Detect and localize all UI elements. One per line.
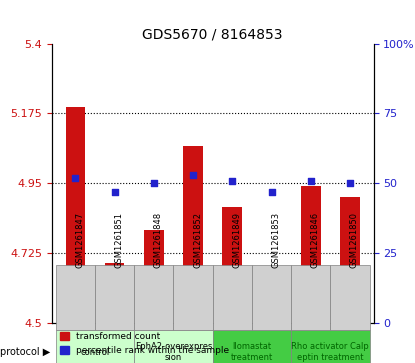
FancyBboxPatch shape [213, 330, 291, 363]
Text: GSM1261852: GSM1261852 [193, 212, 202, 268]
Text: EphA2-overexpres
sion: EphA2-overexpres sion [135, 342, 212, 362]
Text: GSM1261848: GSM1261848 [154, 212, 163, 268]
Bar [222, 207, 242, 323]
FancyBboxPatch shape [252, 265, 291, 330]
FancyBboxPatch shape [134, 265, 173, 330]
FancyBboxPatch shape [213, 265, 252, 330]
Text: GSM1261846: GSM1261846 [311, 212, 320, 268]
Text: GSM1261849: GSM1261849 [232, 212, 241, 268]
Text: GSM1261847: GSM1261847 [76, 212, 84, 268]
Point [72, 175, 79, 181]
Point [190, 172, 196, 178]
Text: control: control [81, 348, 110, 356]
Bar [66, 107, 85, 323]
Bar [301, 187, 320, 323]
Point [268, 189, 275, 195]
FancyBboxPatch shape [134, 330, 213, 363]
Bar [105, 262, 124, 323]
Point [151, 180, 157, 186]
Bar [144, 230, 164, 323]
Legend: transformed count, percentile rank within the sample: transformed count, percentile rank withi… [56, 329, 233, 359]
FancyBboxPatch shape [291, 265, 330, 330]
Text: Rho activator Calp
eptin treatment: Rho activator Calp eptin treatment [291, 342, 369, 362]
FancyBboxPatch shape [95, 265, 134, 330]
FancyBboxPatch shape [173, 265, 213, 330]
Bar [183, 146, 203, 323]
Bar [262, 318, 281, 323]
Point [347, 180, 353, 186]
Text: llomastat
treatment: llomastat treatment [231, 342, 273, 362]
Point [308, 178, 314, 183]
FancyBboxPatch shape [330, 265, 370, 330]
FancyBboxPatch shape [56, 265, 95, 330]
Point [229, 178, 236, 183]
Point [111, 189, 118, 195]
Bar [340, 197, 360, 323]
Text: protocol ▶: protocol ▶ [0, 347, 50, 357]
FancyBboxPatch shape [291, 330, 370, 363]
Text: GSM1261853: GSM1261853 [271, 212, 281, 268]
FancyBboxPatch shape [56, 330, 134, 363]
Text: GSM1261850: GSM1261850 [350, 212, 359, 268]
Text: GSM1261851: GSM1261851 [115, 212, 124, 268]
Title: GDS5670 / 8164853: GDS5670 / 8164853 [142, 27, 283, 41]
